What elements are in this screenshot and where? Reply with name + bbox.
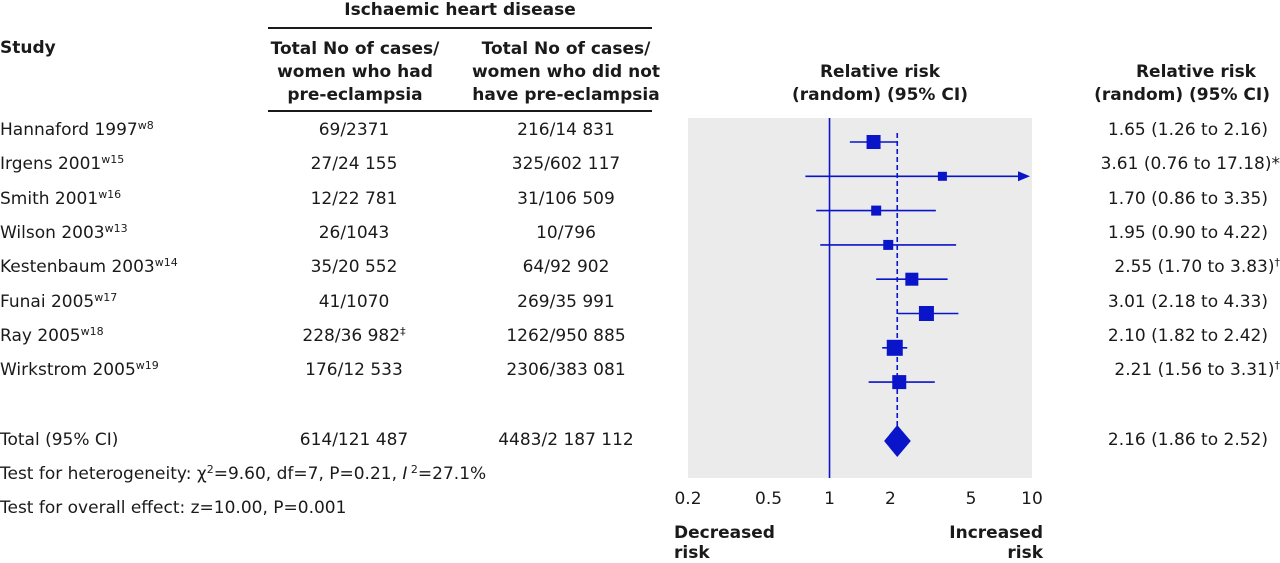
effect-marker <box>919 306 934 321</box>
x-tick-label: 0.5 <box>755 489 782 509</box>
effect-marker <box>867 135 881 149</box>
effect-marker <box>938 172 947 181</box>
effect-marker <box>905 273 918 286</box>
x-tick-label: 0.2 <box>674 489 701 509</box>
x-tick-label: 5 <box>966 489 977 509</box>
effect-marker <box>883 240 893 250</box>
effect-marker <box>887 340 903 356</box>
x-tick-label: 2 <box>885 489 896 509</box>
plot-panel <box>688 118 1032 478</box>
effect-marker <box>892 375 906 389</box>
effect-marker <box>871 206 881 216</box>
x-tick-label: 10 <box>1021 489 1043 509</box>
x-tick-label: 1 <box>824 489 835 509</box>
